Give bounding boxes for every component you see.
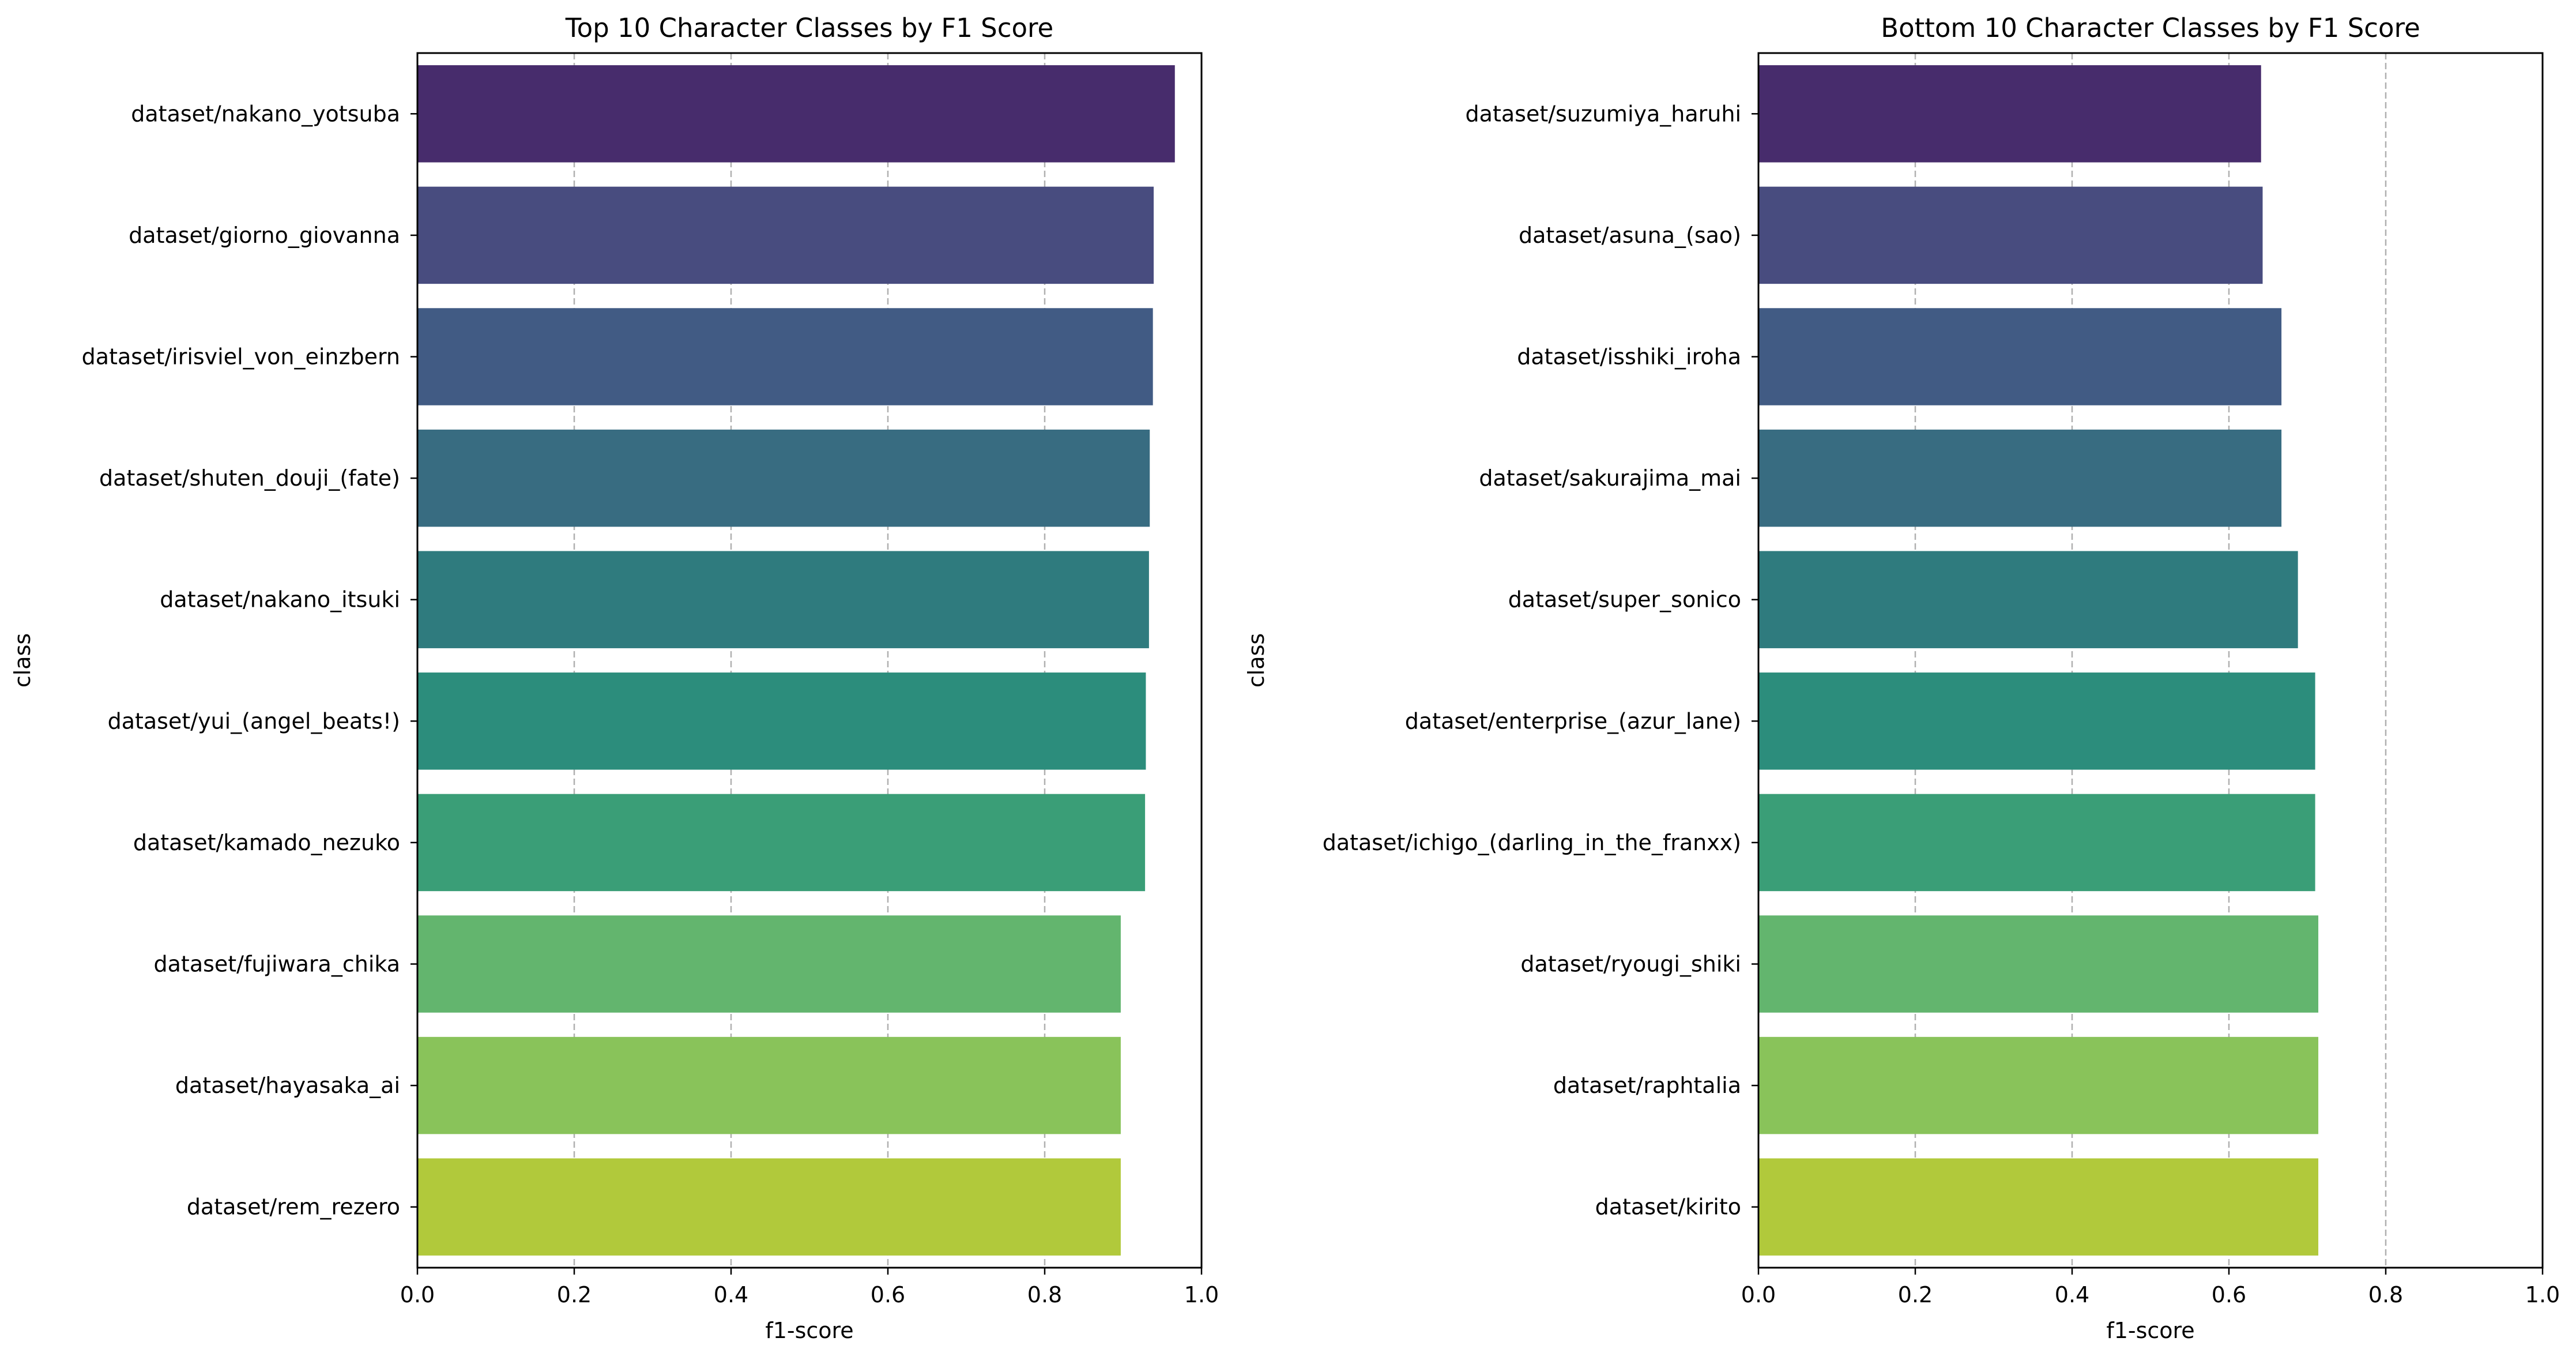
bar-7 bbox=[1758, 794, 2315, 892]
y-tick-label: dataset/kamado_nezuko bbox=[133, 830, 400, 855]
bar-9 bbox=[417, 1036, 1121, 1134]
bar-2 bbox=[1758, 186, 2263, 284]
chart-panel-1: dataset/nakano_yotsuba dataset/giorno_gio… bbox=[10, 13, 1219, 1343]
y-tick-label: dataset/raphtalia bbox=[1553, 1073, 1741, 1098]
chart-title: Top 10 Character Classes by F1 Score bbox=[565, 13, 1053, 43]
x-tick-label: 0.4 bbox=[2055, 1282, 2089, 1307]
x-axis-label: f1-score bbox=[765, 1318, 853, 1343]
bar-10 bbox=[417, 1158, 1121, 1256]
bar-7 bbox=[417, 794, 1146, 892]
chart-panel-2: dataset/suzumiya_haruhi dataset/asuna_(sa… bbox=[1244, 13, 2560, 1343]
x-tick-label: 0.0 bbox=[400, 1282, 435, 1307]
y-tick-label: dataset/hayasaka_ai bbox=[175, 1073, 400, 1098]
x-tick-label: 0.8 bbox=[2368, 1282, 2403, 1307]
bar-4 bbox=[417, 429, 1150, 527]
y-tick-label: dataset/kirito bbox=[1595, 1194, 1741, 1220]
bar-6 bbox=[1758, 672, 2315, 770]
x-tick-label: 0.6 bbox=[2212, 1282, 2246, 1307]
axes-frame bbox=[1757, 52, 2544, 1269]
x-tick-label: 0.8 bbox=[1027, 1282, 1062, 1307]
y-tick-label: dataset/giorno_giovanna bbox=[129, 223, 400, 248]
bar-2 bbox=[417, 186, 1154, 284]
y-tick-label: dataset/yui_(angel_beats!) bbox=[108, 708, 400, 734]
chart-title: Bottom 10 Character Classes by F1 Score bbox=[1881, 13, 2420, 43]
axes-frame bbox=[416, 52, 1203, 1269]
bar-8 bbox=[417, 915, 1121, 1013]
x-tick-label: 1.0 bbox=[2525, 1282, 2560, 1307]
bar-9 bbox=[1758, 1036, 2319, 1134]
y-tick-label: dataset/nakano_itsuki bbox=[160, 587, 400, 613]
y-tick-label: dataset/ichigo_(darling_in_the_franxx) bbox=[1323, 830, 1741, 855]
bar-1 bbox=[1758, 65, 2261, 163]
y-axis-label: class bbox=[1244, 633, 1269, 687]
y-tick-label: dataset/rem_rezero bbox=[187, 1194, 400, 1220]
bar-10 bbox=[1758, 1158, 2319, 1256]
x-tick-label: 0.6 bbox=[871, 1282, 905, 1307]
x-tick-label: 0.2 bbox=[557, 1282, 592, 1307]
y-tick-label: dataset/fujiwara_chika bbox=[154, 952, 400, 977]
x-tick-label: 0.0 bbox=[1741, 1282, 1776, 1307]
bar-8 bbox=[1758, 915, 2319, 1013]
x-tick-label: 0.4 bbox=[714, 1282, 748, 1307]
bar-1 bbox=[417, 65, 1175, 163]
y-tick-label: dataset/super_sonico bbox=[1508, 587, 1741, 613]
y-tick-label: dataset/isshiki_iroha bbox=[1517, 344, 1741, 370]
y-tick-label: dataset/nakano_yotsuba bbox=[131, 101, 400, 126]
bar-4 bbox=[1758, 429, 2282, 527]
y-tick-label: dataset/irisviel_von_einzbern bbox=[82, 344, 400, 370]
y-axis-label: class bbox=[10, 633, 35, 687]
bar-3 bbox=[417, 308, 1153, 405]
x-tick-label: 1.0 bbox=[1184, 1282, 1219, 1307]
bar-6 bbox=[417, 672, 1146, 770]
y-tick-label: dataset/ryougi_shiki bbox=[1520, 952, 1741, 977]
bar-3 bbox=[1758, 308, 2282, 405]
y-tick-label: dataset/suzumiya_haruhi bbox=[1466, 101, 1741, 126]
y-tick-label: dataset/enterprise_(azur_lane) bbox=[1405, 708, 1741, 734]
y-tick-label: dataset/sakurajima_mai bbox=[1479, 465, 1741, 491]
y-tick-label: dataset/shuten_douji_(fate) bbox=[99, 465, 400, 491]
x-tick-label: 0.2 bbox=[1898, 1282, 1933, 1307]
bar-5 bbox=[1758, 551, 2298, 648]
bar-5 bbox=[417, 551, 1149, 648]
y-tick-label: dataset/asuna_(sao) bbox=[1519, 223, 1741, 248]
x-axis-label: f1-score bbox=[2106, 1318, 2194, 1343]
